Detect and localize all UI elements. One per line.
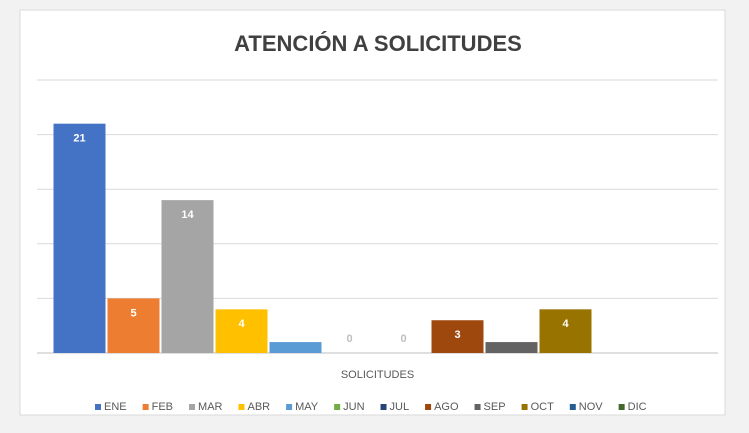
legend-swatch	[238, 404, 245, 410]
legend-label: ENE	[104, 401, 127, 413]
legend-label: JUL	[390, 401, 410, 413]
data-label: 1	[292, 333, 298, 345]
legend-swatch	[474, 404, 481, 410]
bar	[485, 342, 538, 353]
legend-label: ABR	[247, 401, 270, 413]
data-label: 1	[508, 333, 514, 345]
legend-swatch	[618, 404, 625, 410]
legend-label: OCT	[531, 401, 555, 413]
legend-swatch	[569, 404, 576, 410]
data-label: 0	[400, 333, 406, 345]
legend-swatch	[142, 404, 149, 410]
legend-label: SEP	[484, 401, 506, 413]
data-label: 5	[130, 307, 136, 319]
legend-swatch	[189, 404, 196, 410]
bar	[269, 342, 322, 353]
chart-frame	[19, 9, 726, 416]
data-label: 4	[238, 318, 245, 330]
bar	[161, 200, 214, 353]
data-label: 21	[73, 133, 85, 145]
x-tick-label: SOLICITUDES	[341, 369, 414, 381]
legend-swatch	[286, 404, 293, 410]
bar	[53, 123, 106, 354]
legend-label: DIC	[628, 401, 647, 413]
bar	[107, 298, 160, 353]
legend-swatch	[380, 404, 387, 410]
legend-swatch	[95, 404, 101, 410]
legend-label: FEB	[152, 401, 173, 413]
data-label: 0	[346, 333, 352, 345]
legend-label: NOV	[579, 401, 604, 413]
bar	[431, 320, 484, 353]
chart-title: ATENCIÓN A SOLICITUDES	[234, 31, 522, 56]
data-label: 3	[454, 329, 460, 341]
bar	[539, 309, 592, 353]
legend-label: MAR	[198, 401, 223, 413]
data-label: 4	[562, 318, 569, 330]
legend-swatch	[334, 404, 341, 410]
data-label: 14	[181, 209, 194, 221]
bar	[215, 309, 268, 353]
legend-swatch	[425, 404, 432, 410]
legend-label: MAY	[295, 401, 319, 413]
legend-swatch	[521, 404, 528, 410]
legend-label: AGO	[434, 401, 459, 413]
legend-label: JUN	[343, 401, 364, 413]
